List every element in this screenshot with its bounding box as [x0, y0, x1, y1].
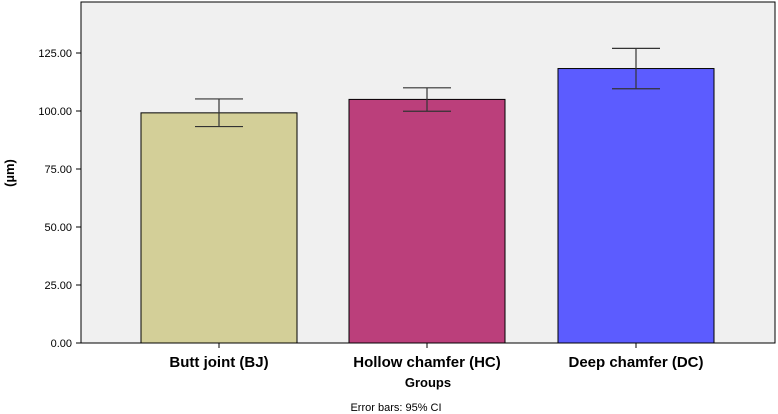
- error-bars-group: [195, 47, 660, 128]
- y-axis-title: (µm): [2, 159, 17, 187]
- bar: [140, 112, 298, 344]
- error-bars-footnote: Error bars: 95% CI: [350, 402, 441, 414]
- y-tick-label: 75.00: [44, 164, 72, 176]
- y-tick-label: 50.00: [44, 222, 72, 234]
- x-tick-label: Hollow chamfer (HC): [353, 354, 501, 371]
- x-axis-title: Groups: [405, 375, 451, 390]
- y-axis: 0.00 25.00 50.00 75.00 100.00 125.00: [38, 48, 81, 350]
- x-tick-label: Deep chamfer (DC): [568, 354, 703, 371]
- bar: [348, 98, 506, 344]
- x-axis: Butt joint (BJ) Hollow chamfer (HC) Deep c…: [169, 343, 704, 371]
- y-tick-label: 25.00: [44, 280, 72, 292]
- y-tick-label: 125.00: [38, 48, 72, 60]
- bar: [557, 68, 715, 344]
- x-tick-label: Butt joint (BJ): [169, 354, 268, 371]
- y-tick-label: 0.00: [51, 338, 72, 350]
- y-tick-label: 100.00: [38, 106, 72, 118]
